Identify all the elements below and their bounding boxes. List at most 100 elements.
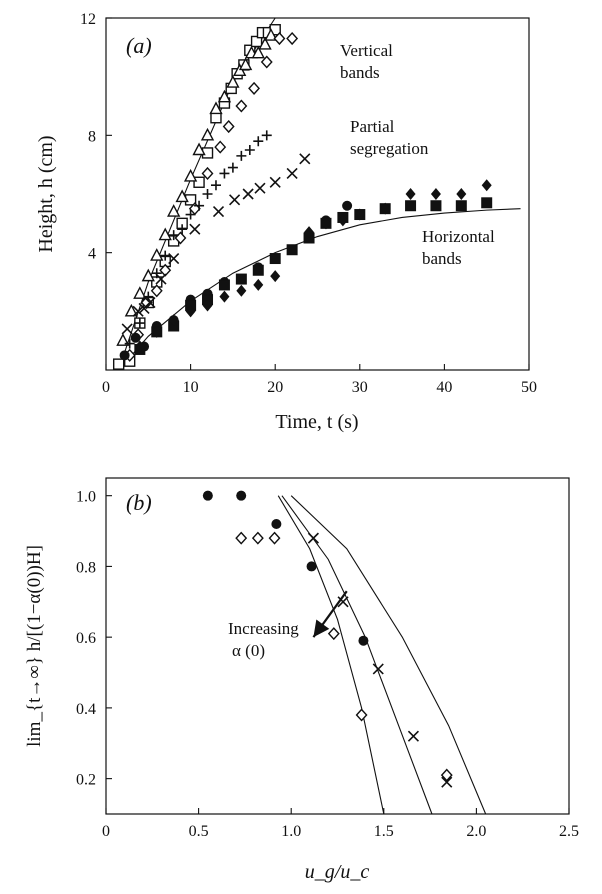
data-point-open-triangle (200, 127, 215, 141)
data-point-open-triangle (183, 168, 198, 182)
data-point-open-triangle (192, 142, 206, 156)
panel-b-model-curves (277, 495, 487, 815)
x-tick-label: 0 (102, 379, 110, 396)
data-point-open-triangle (209, 101, 223, 115)
data-point-open-diamond (201, 166, 214, 181)
data-point-filled-diamond (481, 179, 492, 192)
panel-b-label: (b) (126, 490, 152, 515)
data-point-plus (236, 150, 247, 161)
panel-a-y-axis-label: Height, h (cm) (35, 135, 57, 252)
x-tick-label: 10 (183, 379, 199, 396)
y-tick-label: 1.0 (76, 489, 96, 506)
data-point-open-diamond (222, 119, 235, 134)
y-tick-label: 4 (88, 246, 96, 263)
data-point-open-triangle (264, 28, 278, 41)
data-point-open-square (112, 358, 125, 370)
data-point-filled-diamond (380, 202, 391, 215)
x-tick-label: 1.5 (374, 823, 394, 840)
data-point-filled-circle (119, 350, 130, 361)
data-point-filled-diamond (236, 284, 247, 297)
data-point-filled-square (269, 253, 281, 265)
data-point-open-diamond (268, 531, 281, 545)
data-point-cross (168, 252, 180, 265)
data-point-plus (160, 250, 171, 261)
data-point-open-square (193, 176, 205, 188)
panel-a-frame (105, 17, 530, 371)
data-point-open-diamond (327, 627, 340, 641)
data-point-cross (337, 596, 349, 608)
data-point-open-triangle (175, 189, 189, 203)
data-point-filled-square (481, 197, 493, 209)
data-point-cross (254, 182, 266, 194)
annotation-vertical-bands: Vertical bands (340, 41, 397, 82)
data-point-open-triangle (158, 227, 172, 241)
data-point-plus (202, 189, 213, 199)
data-point-open-square (250, 35, 263, 48)
panel-a-points (112, 24, 493, 370)
data-point-cross (307, 532, 319, 544)
x-tick-label: 30 (352, 379, 368, 396)
data-point-filled-diamond (134, 340, 145, 353)
data-point-filled-square (405, 200, 417, 212)
data-point-filled-diamond (253, 278, 264, 291)
y-tick-label: 0.4 (76, 701, 96, 718)
data-point-cross (132, 305, 144, 317)
data-point-filled-circle (202, 490, 213, 501)
data-point-cross (144, 296, 156, 309)
y-tick-label: 8 (88, 128, 96, 145)
panel-b-y-axis-label: lim_{t→∞} h/[(1−α(0))H] (24, 545, 45, 747)
data-point-open-diamond (251, 531, 264, 545)
annotation-line: Increasing (228, 619, 299, 638)
data-point-filled-square (430, 200, 442, 212)
y-tick-label: 0.2 (76, 772, 96, 789)
data-point-cross (121, 323, 133, 335)
panel-b-chart: 0 0.5 1.0 1.5 2.0 2.5 0.2 0.4 0.6 0.8 1.0 (b) Incr… (24, 477, 579, 883)
data-point-filled-square (235, 273, 247, 285)
model-curve (277, 495, 385, 815)
data-point-open-triangle (226, 75, 240, 88)
panel-a-chart: 0 10 20 30 40 50 4 8 12 (a) Vertical bands Parti… (35, 11, 537, 433)
annotation-partial-segregation: Partial segregation (350, 117, 429, 158)
data-point-plus (194, 200, 205, 211)
data-point-open-triangle (217, 89, 232, 103)
data-point-open-square (210, 112, 222, 124)
data-point-open-diamond (140, 295, 153, 310)
annotation-line: bands (422, 249, 462, 268)
data-point-cross (372, 663, 384, 675)
data-point-plus (244, 145, 255, 155)
data-point-plus (134, 318, 145, 329)
x-tick-label: 1.0 (281, 823, 301, 840)
data-point-open-triangle (251, 45, 265, 59)
data-point-filled-square (252, 264, 264, 276)
data-point-plus (227, 162, 238, 173)
data-point-filled-diamond (354, 208, 365, 221)
panel-a-x-axis-label: Time, t (s) (275, 411, 358, 433)
data-point-plus (185, 209, 196, 220)
y-tick-label: 12 (80, 11, 96, 28)
x-tick-label: 40 (436, 379, 452, 396)
annotation-line: Horizontal (422, 227, 495, 246)
annotation-line: Partial (350, 117, 395, 136)
data-point-cross (212, 206, 225, 218)
data-point-open-diamond (235, 99, 248, 113)
y-tick-label: 0.8 (76, 559, 96, 576)
panel-b-ticks: 0 0.5 1.0 1.5 2.0 2.5 0.2 0.4 0.6 0.8 1.0 (76, 489, 579, 840)
data-point-filled-diamond (320, 217, 331, 230)
data-point-filled-circle (358, 635, 369, 646)
data-point-cross (299, 153, 311, 165)
data-point-filled-diamond (219, 290, 230, 303)
data-point-plus (177, 224, 188, 235)
x-tick-label: 20 (267, 379, 283, 396)
data-point-open-diamond (273, 31, 286, 46)
x-tick-label: 2.5 (559, 823, 579, 840)
data-point-open-diamond (235, 531, 248, 545)
data-point-open-diamond (248, 81, 260, 95)
data-point-filled-square (455, 200, 467, 212)
data-point-open-diamond (260, 55, 273, 69)
data-point-filled-square (218, 279, 230, 291)
data-point-open-triangle (167, 204, 181, 217)
data-point-filled-diamond (405, 188, 416, 200)
data-point-filled-circle (236, 490, 247, 501)
x-tick-label: 50 (521, 379, 537, 396)
data-point-cross (269, 176, 281, 188)
